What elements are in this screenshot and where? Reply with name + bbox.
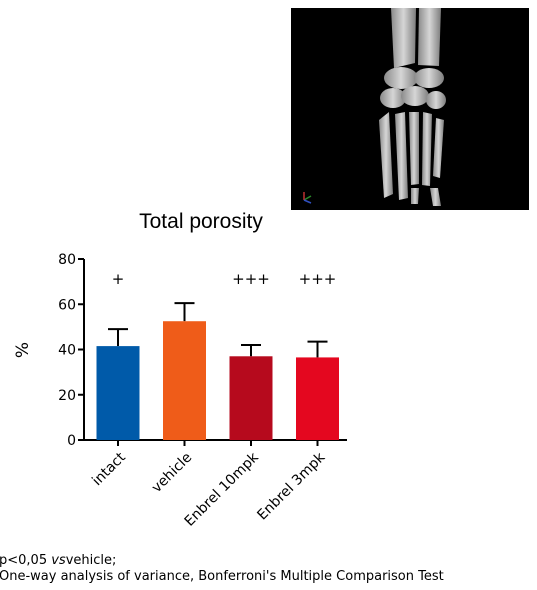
significance-marker: +++ (232, 270, 270, 288)
y-tick-label: 60 (58, 297, 76, 313)
footnote-statistics: One-way analysis of variance, Bonferroni… (0, 569, 444, 584)
bar (229, 356, 273, 440)
bar (296, 357, 339, 440)
footnote-pvalue: p<0,05 (0, 553, 48, 568)
y-tick-label: 20 (58, 388, 76, 404)
y-tick-label: 80 (58, 252, 76, 268)
footnote-significance: p<0,05 vsvehicle; (0, 553, 444, 569)
footnotes: p<0,05 vsvehicle; One-way analysis of va… (0, 553, 444, 585)
ct-scan-paw-bones-image (303, 8, 446, 206)
y-axis-label: % (13, 342, 33, 358)
x-tick-label: Enbrel 3mpk (254, 449, 329, 524)
bar (96, 346, 140, 440)
bar (163, 321, 206, 440)
ct-scan-image (291, 8, 529, 210)
footnote-vehicle: vehicle; (65, 553, 117, 568)
significance-marker: +++ (299, 270, 337, 288)
y-tick-label: 0 (67, 433, 76, 449)
x-tick-label: intact (89, 449, 129, 489)
bar-chart: Total porosity % 0 20 40 60 80 intact + vehicle… (13, 210, 347, 530)
footnote-vs: vs (51, 553, 66, 568)
chart-title: Total porosity (139, 210, 263, 233)
x-tick-label: vehicle (149, 450, 196, 497)
y-tick-label: 40 (58, 343, 76, 359)
significance-marker: + (112, 270, 125, 288)
